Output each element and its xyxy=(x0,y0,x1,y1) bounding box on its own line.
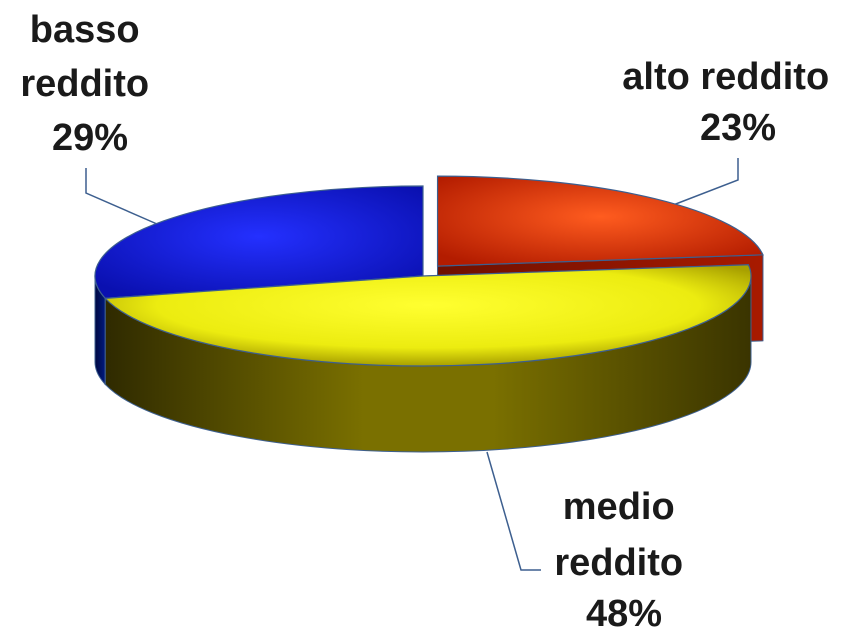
slice-top-face xyxy=(436,175,764,267)
data-label-alto-reddito: alto reddito 23% xyxy=(622,56,839,149)
slice-top-face xyxy=(94,185,424,300)
data-label-basso-reddito: basso reddito 29% xyxy=(20,9,159,159)
leader-line-medio-reddito xyxy=(486,451,541,571)
pie-slice-medio-reddito xyxy=(104,264,752,453)
leader-line-basso-reddito xyxy=(85,168,158,225)
leader-line-alto-reddito xyxy=(654,158,739,213)
slice-top-face xyxy=(104,264,752,367)
data-label-medio-reddito: medio reddito 48% xyxy=(554,486,693,631)
